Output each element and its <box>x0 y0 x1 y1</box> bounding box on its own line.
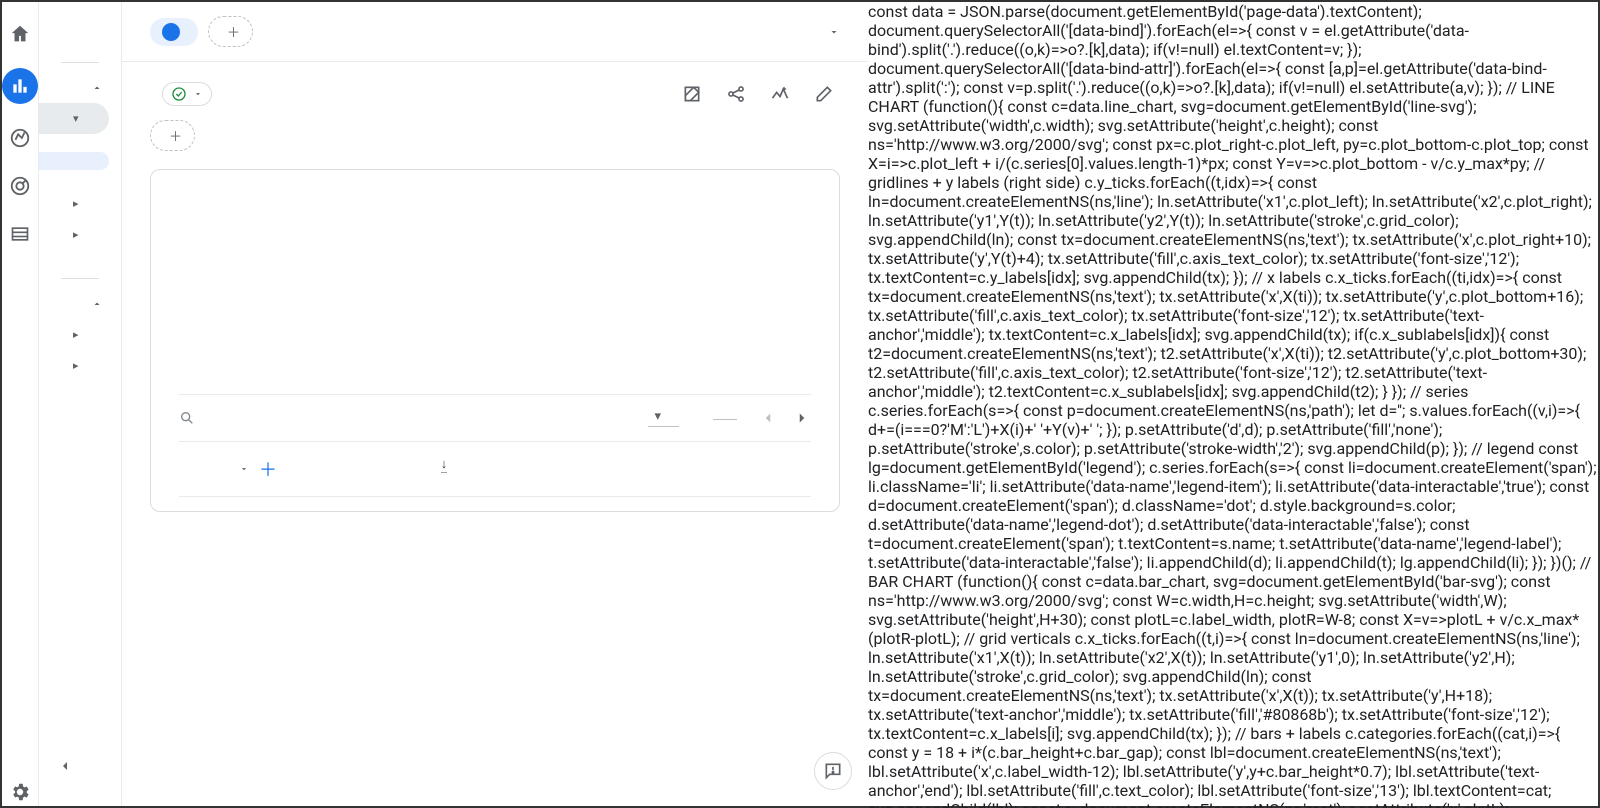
line-chart[interactable] <box>179 210 479 360</box>
segment-badge <box>162 23 180 41</box>
sidebar-section-lifecycle[interactable] <box>39 73 121 103</box>
table-search-input[interactable] <box>201 411 321 426</box>
chevron-up-icon <box>91 82 103 94</box>
caret-down-icon <box>193 89 203 99</box>
status-pill[interactable] <box>162 82 212 106</box>
table-header: ＋ ↓ <box>179 441 811 497</box>
search-icon <box>179 410 195 426</box>
sidebar-realtime[interactable] <box>39 34 121 52</box>
sidebar-acquisition[interactable] <box>39 103 109 134</box>
sidebar-reports-snapshot[interactable] <box>39 16 121 34</box>
caret-down-icon <box>239 464 249 474</box>
feedback-icon <box>823 761 843 781</box>
sidebar-traffic-acquisition[interactable] <box>39 170 121 188</box>
customize-report-icon[interactable] <box>676 78 708 110</box>
explore-icon[interactable] <box>6 124 34 152</box>
sidebar-section-user[interactable] <box>39 289 121 319</box>
rows-per-page-select[interactable]: ▾ <box>648 409 679 427</box>
dimension-picker[interactable]: ＋ <box>179 456 356 482</box>
next-page-icon[interactable] <box>793 409 811 427</box>
sidebar <box>39 2 122 806</box>
library-icon[interactable] <box>6 220 34 248</box>
caret-down-icon <box>828 26 840 38</box>
nav-rail <box>2 2 39 806</box>
segment-all-users[interactable] <box>150 18 198 46</box>
insights-icon[interactable] <box>764 78 796 110</box>
report-main: ＋ ＋ <box>122 2 868 806</box>
bar-chart-panel <box>511 192 811 370</box>
add-dimension-icon[interactable]: ＋ <box>259 456 277 482</box>
sidebar-user-acquisition[interactable] <box>39 152 109 170</box>
col-avg-engagement-time[interactable] <box>720 456 811 482</box>
share-icon[interactable] <box>720 78 752 110</box>
collapse-sidebar-button[interactable] <box>39 740 121 792</box>
add-comparison-button[interactable]: ＋ <box>208 16 253 47</box>
topbar: ＋ <box>122 2 868 62</box>
col-engaged-sessions[interactable] <box>447 456 538 482</box>
plus-icon: ＋ <box>169 126 182 145</box>
col-engagement-rate[interactable] <box>538 456 629 482</box>
prev-page-icon[interactable] <box>759 409 777 427</box>
home-icon[interactable] <box>6 20 34 48</box>
report-card: ▾ ＋ ↓ <box>150 169 840 512</box>
table-controls: ▾ <box>179 394 811 441</box>
sidebar-monetization[interactable] <box>39 219 121 250</box>
advertising-icon[interactable] <box>6 172 34 200</box>
feedback-button[interactable] <box>814 752 852 790</box>
table-search[interactable] <box>179 410 321 426</box>
sidebar-tech[interactable] <box>39 350 121 381</box>
sidebar-retention[interactable] <box>39 250 121 268</box>
sidebar-acquisition-overview[interactable] <box>39 134 121 152</box>
admin-icon[interactable] <box>6 778 34 806</box>
table-totals-row <box>179 497 811 511</box>
chevron-up-icon <box>91 298 103 310</box>
filter-bar: ＋ <box>122 116 868 169</box>
date-range-picker[interactable] <box>812 26 840 38</box>
titlebar <box>122 62 868 116</box>
add-filter-button[interactable]: ＋ <box>150 120 195 151</box>
goto-input[interactable] <box>713 417 737 420</box>
col-new-users[interactable]: ↓ <box>356 456 447 482</box>
line-chart-panel <box>179 192 479 370</box>
check-circle-icon <box>171 86 187 102</box>
chevron-left-icon <box>57 758 73 774</box>
edit-icon[interactable] <box>808 78 840 110</box>
sidebar-demographics[interactable] <box>39 319 121 350</box>
sidebar-engagement[interactable] <box>39 188 121 219</box>
col-engaged-sessions-per-user[interactable] <box>629 456 720 482</box>
reports-icon[interactable] <box>2 68 38 104</box>
plus-icon: ＋ <box>227 22 240 41</box>
bar-chart[interactable] <box>511 210 811 360</box>
